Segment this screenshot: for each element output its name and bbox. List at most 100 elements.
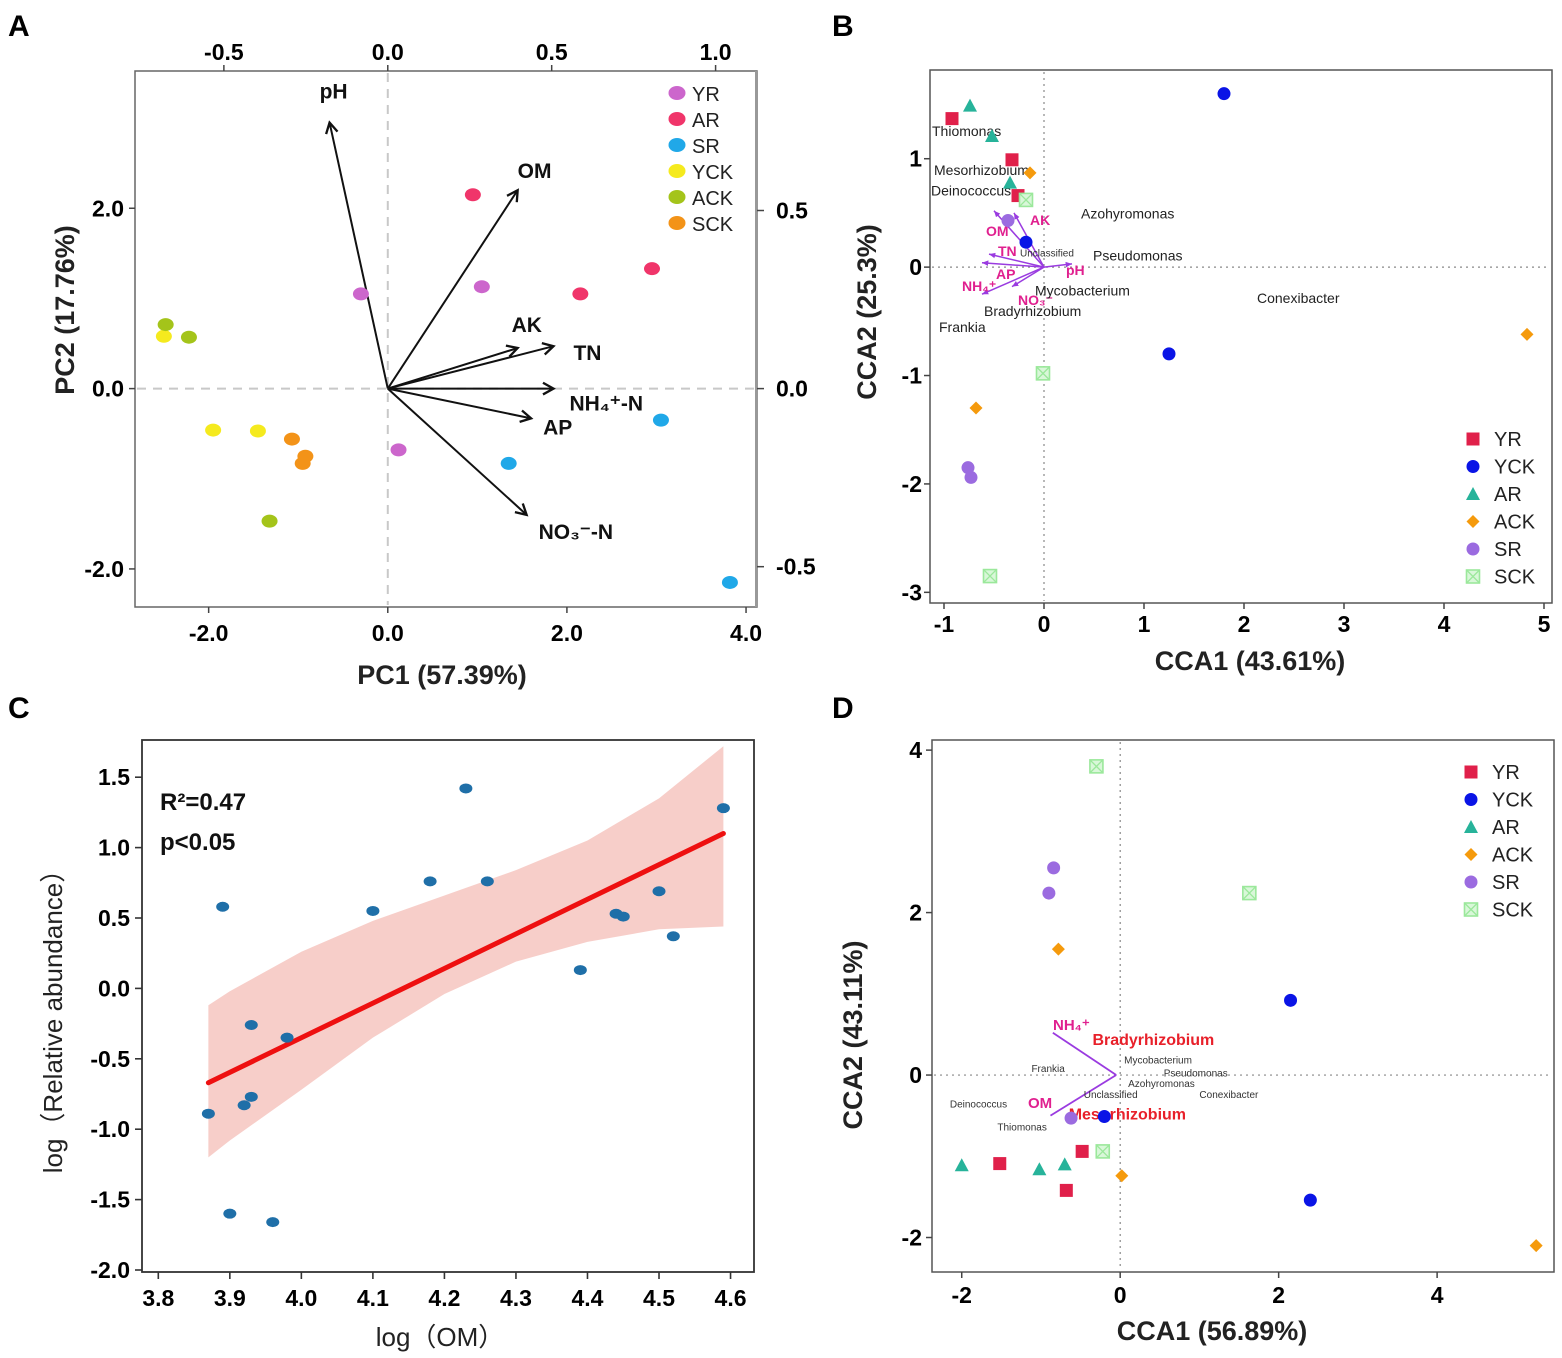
panel-d-legend-label: AR <box>1492 817 1520 839</box>
panel-c-point <box>244 1020 258 1031</box>
panel-d-point-yck <box>1284 993 1298 1007</box>
panel-d-legend-marker <box>1464 875 1478 889</box>
panel-a-point-yr <box>473 280 490 294</box>
panel-d-legend-marker <box>1464 848 1478 861</box>
panel-b-env-label: pH <box>1066 262 1085 278</box>
panel-d-point-yr <box>1075 1144 1089 1158</box>
panel-a-legend-marker <box>668 216 686 230</box>
panel-a-legend-marker <box>668 164 686 178</box>
panel-a-legend-marker <box>668 86 686 100</box>
panel-b-y-tick-label: -2 <box>902 471 922 497</box>
panel-c-regression-line <box>205 831 726 1086</box>
panel-c-x-axis-title: log（OM） <box>376 1322 505 1352</box>
panel-a-vector-arrow <box>387 346 554 390</box>
panel-b-legend-label: SCK <box>1494 567 1536 589</box>
panel-a-x-tick-label: 2.0 <box>551 620 583 646</box>
panel-a-legend-marker <box>668 190 686 204</box>
panel-a-pca-biplot: -2.0 0.0 2.0 4.0 -2.0 0.0 2.0 -0.5 0.0 0.5 1.0 0.5 0… <box>50 39 816 690</box>
panel-a-right-border <box>755 71 758 607</box>
panel-b-legend-marker <box>1466 460 1480 473</box>
panel-b-point-ack <box>1520 327 1534 341</box>
panel-a-top-tick-label: 1.0 <box>700 39 732 65</box>
panel-c-confidence-band <box>208 746 724 1158</box>
panel-b-point-sck-cross <box>983 569 997 583</box>
panel-d-point-sck <box>1242 885 1257 901</box>
panel-d-env-label: OM <box>1028 1095 1052 1112</box>
panel-b-x-tick-label: 5 <box>1538 611 1551 637</box>
panel-b-point-yck <box>1162 347 1176 361</box>
panel-d-env-arrow <box>1052 1032 1117 1076</box>
panel-b-env-label: AP <box>996 266 1015 282</box>
panel-b-point-yr <box>945 112 959 126</box>
panel-a-legend-marker <box>668 138 686 152</box>
panel-b-legend-marker-cross <box>1466 570 1480 583</box>
panel-d-species-label: Conexibacter <box>1199 1090 1259 1101</box>
panel-d-legend-label: SR <box>1492 872 1520 894</box>
panel-d-x-tick-label: 2 <box>1272 1282 1285 1308</box>
panel-b-point-yck <box>1217 87 1231 101</box>
panel-d-frame <box>931 739 1555 1273</box>
panel-d-species-label: Bradyrhizobium <box>1092 1032 1214 1049</box>
panel-b-species-label: Mesorhizobium <box>934 162 1029 178</box>
panel-b-legend-label: ACK <box>1494 512 1536 534</box>
panel-b-point-sr <box>1001 214 1015 228</box>
panel-c-x-tick-label: 4.5 <box>643 1285 675 1311</box>
panel-c-x-tick-label: 4.4 <box>571 1285 603 1311</box>
panel-d-point-sck-cross <box>1242 886 1256 900</box>
panel-b-point-sr <box>961 461 975 475</box>
panel-b-y-axis-title: CCA2 (25.3%) <box>852 224 882 400</box>
panel-b-y-tick-label: -1 <box>902 363 923 389</box>
panel-d-x-tick-label: 4 <box>1431 1282 1444 1308</box>
panel-d-species-label: Unclassified <box>1084 1090 1138 1101</box>
panel-b-species-label: Thiomonas <box>932 123 1001 139</box>
panel-b-legend-marker <box>1466 487 1480 500</box>
panel-a-vector-arrow <box>387 387 527 515</box>
panel-a-legend-label: YCK <box>692 162 734 184</box>
panel-c-y-tick-label: 0.0 <box>98 975 130 1001</box>
panel-a-right-tick-label: 0.0 <box>776 376 808 402</box>
panel-c-x-tick-label: 4.6 <box>715 1285 747 1311</box>
panel-d-point-sck-cross <box>1096 1144 1110 1158</box>
panel-b-legend-label: SR <box>1494 539 1522 561</box>
panel-a-point-ack <box>157 318 174 332</box>
panel-a-point-sr <box>652 413 669 427</box>
panel-d-y-tick-label: 4 <box>909 737 922 763</box>
panel-a-vector-label: pH <box>320 81 348 104</box>
panel-b-point-ack <box>969 401 983 415</box>
panel-b-x-tick-label: 2 <box>1238 611 1251 637</box>
panel-d-cca-triplot: -2 0 2 4 4 2 0 -2 NH₄⁺ OM Bradyrhizobium Mesorhiz… <box>838 737 1555 1346</box>
panel-b-point-sr <box>964 470 978 484</box>
panel-c-y-tick-label: 1.5 <box>98 764 130 790</box>
panel-c-point <box>366 905 380 916</box>
panel-d-x-axis-title: CCA1 (56.89%) <box>1117 1316 1308 1346</box>
panel-c-x-tick-label: 4.2 <box>428 1285 460 1311</box>
panel-a-point-ack <box>180 330 197 344</box>
panel-b-point-sck <box>1035 366 1051 381</box>
panel-b-legend-marker <box>1466 515 1480 528</box>
panel-d-y-axis-title: CCA2 (43.11%) <box>838 940 868 1129</box>
panel-b-legend-label: AR <box>1494 484 1522 506</box>
panel-b-frame <box>929 69 1553 604</box>
panel-d-point-sck <box>1089 759 1104 774</box>
panel-a-point-yck <box>155 329 172 343</box>
panel-a-vector-arrow <box>387 387 531 419</box>
panel-b-env-arrow <box>1011 266 1045 288</box>
panel-b-species-label: Frankia <box>939 319 986 335</box>
panel-b-x-tick-label: -1 <box>934 611 955 637</box>
panel-d-species-label: Mycobacterium <box>1124 1056 1192 1067</box>
panel-d-legend-marker <box>1464 793 1478 806</box>
panel-c-y-axis-title: log（Relative abundance） <box>38 857 68 1174</box>
panel-a-point-yck <box>205 423 222 437</box>
panel-c-point <box>459 783 473 794</box>
panel-d-species-label: Mesorhizobium <box>1069 1107 1186 1124</box>
panel-d-legend-marker-cross <box>1464 903 1478 916</box>
panel-b-point-sck <box>1018 192 1034 208</box>
panel-d-point-ack <box>1115 1169 1129 1183</box>
panel-a-point-ar <box>644 262 660 276</box>
panel-d-legend-marker <box>1463 902 1479 917</box>
panel-c-y-tick-label: -0.5 <box>90 1046 130 1072</box>
panel-b-species-label: Conexibacter <box>1257 290 1340 306</box>
panel-c-point <box>237 1100 251 1111</box>
panel-d-env-arrow <box>1049 1074 1117 1117</box>
panel-a-vector-arrow <box>387 348 518 390</box>
